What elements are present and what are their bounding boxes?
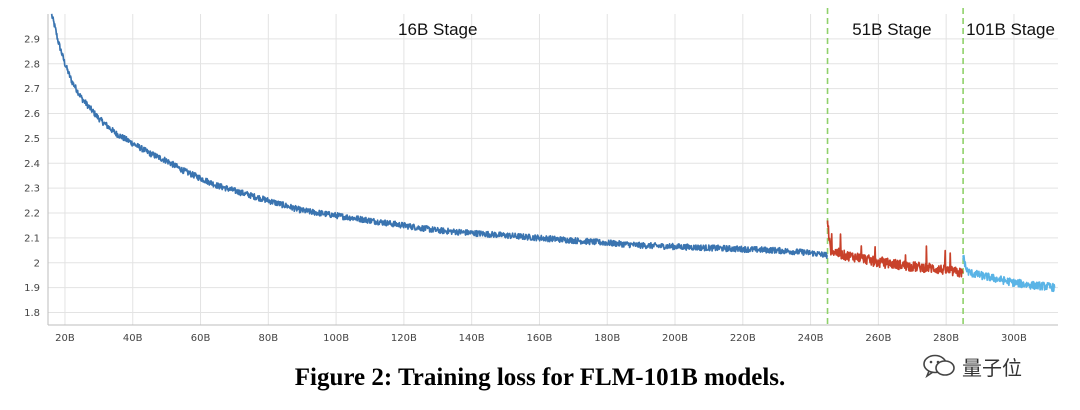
stage-label: 101B Stage (966, 20, 1055, 39)
y-tick-label: 2 (34, 258, 40, 269)
watermark-text: 量子位 (962, 355, 1022, 380)
y-tick-label: 1.9 (24, 283, 40, 294)
x-tick-label: 40B (123, 333, 143, 344)
loss-series-line (826, 220, 964, 278)
loss-series (50, 13, 1056, 293)
x-tick-label: 240B (798, 333, 824, 344)
y-tick-label: 2.4 (24, 159, 40, 170)
stage-label: 51B Stage (852, 20, 931, 39)
x-tick-label: 100B (323, 333, 349, 344)
y-tick-label: 2.7 (24, 84, 40, 95)
y-tick-label: 2.1 (24, 233, 40, 244)
stage-boundaries (826, 8, 964, 325)
y-tick-label: 2.8 (24, 59, 40, 70)
x-tick-label: 160B (526, 333, 552, 344)
stage-labels: 16B Stage 51B Stage 101B Stage (398, 20, 1055, 39)
training-loss-chart: 1.8 1.9 2 2.1 2.2 2.3 2.4 2.5 2.6 2.7 2.8 2.9 20B 40… (24, 8, 1058, 344)
grid (48, 14, 1058, 325)
x-tick-label: 80B (259, 333, 279, 344)
x-tick-label: 140B (459, 333, 485, 344)
watermark: 量子位 (922, 352, 1022, 380)
y-tick-labels: 1.8 1.9 2 2.1 2.2 2.3 2.4 2.5 2.6 2.7 2.8 2.9 (24, 34, 40, 319)
wechat-icon (923, 354, 955, 379)
x-tick-label: 300B (1001, 333, 1027, 344)
loss-series-line (962, 254, 1056, 293)
x-tick-label: 180B (594, 333, 620, 344)
figure-caption: Figure 2: Training loss for FLM-101B mod… (294, 364, 786, 391)
axes (47, 14, 1058, 326)
x-tick-label: 220B (730, 333, 756, 344)
x-tick-label: 120B (391, 333, 417, 344)
y-tick-label: 2.5 (24, 134, 40, 145)
y-tick-label: 2.9 (24, 34, 40, 45)
loss-series-line (50, 13, 828, 259)
y-tick-label: 1.8 (24, 308, 40, 319)
x-tick-label: 60B (191, 333, 211, 344)
x-tick-label: 200B (662, 333, 688, 344)
x-tick-label: 20B (55, 333, 75, 344)
y-tick-label: 2.6 (24, 109, 40, 120)
y-tick-label: 2.3 (24, 184, 40, 195)
x-tick-labels: 20B 40B 60B 80B 100B 120B 140B 160B 180B 200B 220B… (55, 333, 1027, 344)
stage-label: 16B Stage (398, 20, 477, 39)
y-tick-label: 2.2 (24, 209, 40, 220)
x-tick-label: 260B (865, 333, 891, 344)
x-tick-label: 280B (933, 333, 959, 344)
